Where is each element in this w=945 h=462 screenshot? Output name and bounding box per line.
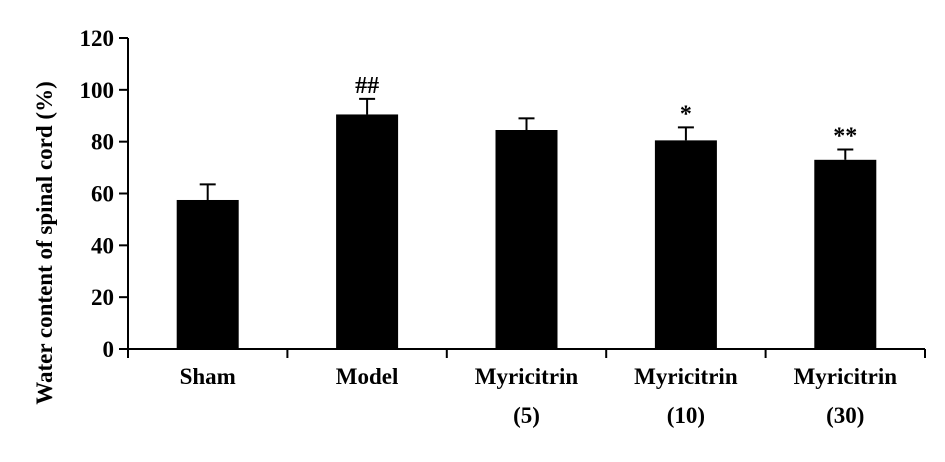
bars: ##*** [176, 73, 877, 350]
x-category-label: (10) [667, 403, 705, 428]
bar [176, 199, 239, 349]
x-category-label: Myricitrin [475, 364, 579, 389]
significance-label: ** [833, 123, 857, 149]
y-tick-label: 80 [91, 130, 114, 155]
significance-label: ## [355, 73, 379, 99]
y-axis-label: Water content of spinal cord (%) [32, 81, 57, 404]
axes: 0 20 40 60 80 100 120 Sham Model Myricitrin (5) Myr… [80, 26, 926, 428]
x-category-label: (30) [826, 403, 864, 428]
bar [814, 159, 877, 349]
y-tick-label: 40 [91, 233, 114, 258]
y-tick-label: 20 [91, 285, 114, 310]
significance-label: * [680, 101, 692, 127]
x-category-label: Myricitrin [634, 364, 738, 389]
x-category-label: Sham [180, 364, 236, 389]
y-tick-label: 120 [80, 26, 115, 51]
y-tick-label: 0 [103, 337, 115, 362]
y-tick-label: 60 [91, 182, 114, 207]
bar [654, 140, 717, 349]
bar [495, 130, 558, 349]
x-category-label: Model [336, 364, 399, 389]
y-tick-label: 100 [80, 78, 115, 103]
bar [336, 114, 399, 350]
x-category-label: Myricitrin [794, 364, 898, 389]
x-category-label: (5) [513, 403, 540, 428]
